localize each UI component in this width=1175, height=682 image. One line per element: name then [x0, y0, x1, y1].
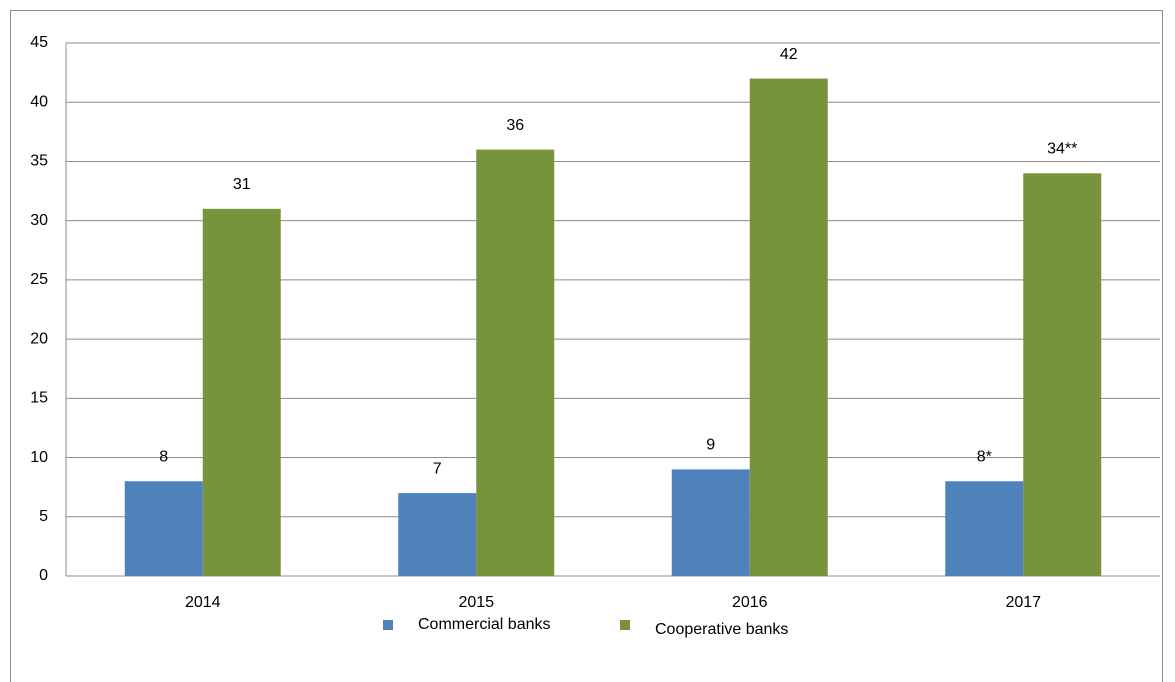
- y-tick-label: 10: [30, 449, 48, 466]
- legend-swatch: [383, 620, 393, 630]
- bar: [476, 149, 555, 576]
- x-tick-label: 2015: [458, 594, 494, 611]
- bar: [202, 208, 281, 577]
- data-label: 9: [706, 437, 715, 454]
- data-label: 8: [159, 448, 168, 465]
- bar: [945, 481, 1024, 576]
- bar: [398, 493, 477, 576]
- bar: [124, 481, 203, 576]
- y-tick-label: 5: [39, 508, 48, 525]
- data-label: 36: [506, 117, 524, 134]
- data-label: 42: [780, 46, 798, 63]
- legend-label: Cooperative banks: [655, 621, 788, 638]
- x-tick-label: 2016: [732, 594, 768, 611]
- x-tick-label: 2014: [185, 594, 221, 611]
- x-tick-label: 2017: [1005, 594, 1041, 611]
- data-label: 8*: [977, 448, 992, 465]
- y-tick-label: 45: [30, 34, 48, 51]
- legend-swatch: [620, 620, 630, 630]
- y-tick-label: 15: [30, 390, 48, 407]
- y-tick-label: 0: [39, 567, 48, 584]
- y-tick-label: 25: [30, 271, 48, 288]
- data-label: 31: [233, 176, 251, 193]
- y-tick-label: 40: [30, 93, 48, 110]
- y-tick-label: 35: [30, 153, 48, 170]
- chart-frame: [10, 10, 1163, 682]
- y-tick-label: 20: [30, 330, 48, 347]
- data-label: 7: [433, 460, 442, 477]
- data-label: 34**: [1047, 141, 1077, 158]
- y-tick-label: 30: [30, 212, 48, 229]
- bar: [749, 78, 828, 577]
- legend-label: Commercial banks: [418, 616, 550, 633]
- bar: [671, 469, 750, 576]
- bar: [1023, 173, 1102, 577]
